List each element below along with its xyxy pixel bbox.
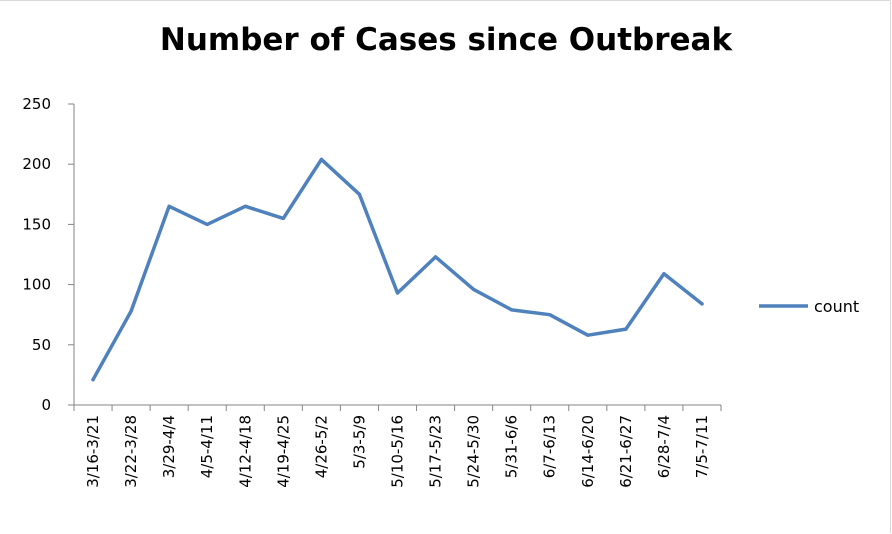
chart-title: Number of Cases since Outbreak [159,22,733,58]
x-tick-label: 6/21-6/27 [617,415,635,488]
data-point [243,204,247,208]
data-point [624,327,628,331]
axes [73,104,721,406]
data-point [281,216,285,220]
x-tick-label: 6/28-7/4 [655,415,673,478]
data-point [586,333,590,337]
x-tick-label: 3/29-4/4 [160,415,178,478]
x-tick-label: 5/31-6/6 [503,415,521,478]
x-tick-label: 4/19-4/25 [274,415,292,488]
x-tick-label: 4/26-5/2 [312,415,330,478]
x-tick-label: 3/22-3/28 [122,415,140,488]
legend: count [759,297,859,316]
data-point [319,157,323,161]
data-point [91,378,95,382]
data-point [433,255,438,259]
x-tick-label: 5/17-5/23 [427,415,445,488]
data-point [662,272,666,276]
series-line-count [91,157,704,382]
data-point [700,302,704,306]
series-group [91,157,704,382]
x-tick-label: 4/5-4/11 [198,415,216,478]
data-point [395,291,400,295]
y-tick-label: 250 [22,95,51,113]
y-tick-label: 50 [32,336,51,354]
x-tick-label: 5/10-5/16 [389,415,407,488]
y-tick-label: 200 [22,155,51,173]
data-point [167,204,171,208]
x-tick-label: 7/5-7/11 [693,415,711,478]
data-point [548,313,552,317]
y-axis-ticks: 0 50 100 150 200 250 [22,95,74,414]
x-tick-label: 6/7-6/13 [541,415,559,478]
x-tick-label: 5/3-5/9 [350,415,368,469]
data-point [472,287,476,292]
data-point [510,308,514,312]
x-tick-label: 3/16-3/21 [84,415,102,488]
data-point [205,222,209,226]
y-tick-label: 100 [22,276,51,294]
legend-label: count [814,297,859,316]
data-point [357,192,362,196]
y-tick-label: 0 [41,396,51,414]
x-tick-label: 5/24-5/30 [465,415,483,488]
y-tick-label: 150 [22,215,51,233]
x-tick-label: 4/12-4/18 [236,415,254,488]
data-point [129,309,133,313]
x-axis-ticks: 3/16-3/21 3/22-3/28 3/29-4/4 4/5-4/11 4/12-4… [73,405,722,488]
x-tick-label: 6/14-6/20 [579,415,597,488]
